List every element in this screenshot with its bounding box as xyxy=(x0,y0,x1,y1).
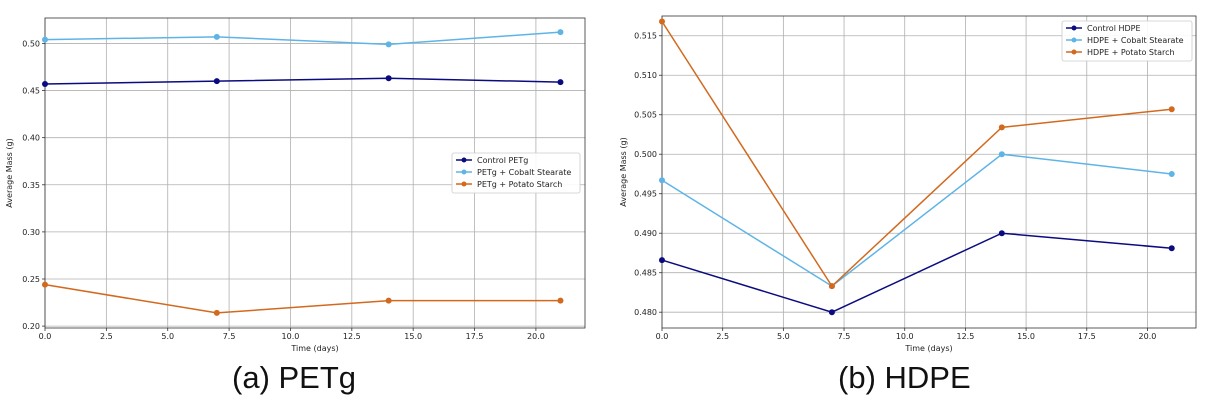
x-tick-label: 10.0 xyxy=(896,332,914,341)
legend-label: HDPE + Potato Starch xyxy=(1087,48,1175,57)
data-point xyxy=(385,75,392,82)
legend-box xyxy=(451,152,581,194)
gridlines xyxy=(44,18,585,328)
legend-box xyxy=(1061,20,1193,62)
data-point xyxy=(998,151,1005,158)
y-tick-label: 0.30 xyxy=(22,228,40,237)
x-tick-label: 20.0 xyxy=(527,332,545,341)
x-tick-label: 7.5 xyxy=(223,332,236,341)
x-tick-label: 17.5 xyxy=(1078,332,1096,341)
data-point xyxy=(42,36,48,43)
legend-label: PETg + Cobalt Stearate xyxy=(477,168,571,177)
caption-petg: (a) PETg xyxy=(232,360,357,395)
x-tick-label: 12.5 xyxy=(957,332,975,341)
series-line xyxy=(661,153,1172,288)
legend: Control PETg PETg + Cobalt Stearate PETg +… xyxy=(451,152,581,194)
legend-marker xyxy=(1071,37,1077,43)
data-point xyxy=(557,297,564,304)
data-point xyxy=(385,297,392,304)
y-tick-label: 0.500 xyxy=(634,150,657,159)
series-1 xyxy=(659,230,1175,316)
x-tick-label: 0.0 xyxy=(39,332,52,341)
y-tick-label: 0.505 xyxy=(634,111,657,120)
legend-marker xyxy=(461,157,467,163)
data-point xyxy=(659,18,665,25)
legend-marker xyxy=(1071,49,1077,55)
y-tick-label: 0.480 xyxy=(634,308,657,317)
x-tick-label: 5.0 xyxy=(161,332,174,341)
x-tick-label: 20.0 xyxy=(1139,332,1157,341)
x-tick-label: 2.5 xyxy=(100,332,113,341)
data-point xyxy=(557,29,564,36)
data-point xyxy=(1168,106,1175,113)
series-line xyxy=(44,77,561,85)
y-tick-label: 0.20 xyxy=(22,322,40,331)
y-tick-label: 0.485 xyxy=(634,269,657,278)
x-tick-label: 15.0 xyxy=(404,332,422,341)
data-point xyxy=(659,257,665,264)
y-tick-label: 0.25 xyxy=(22,275,40,284)
data-point xyxy=(828,283,835,290)
data-point xyxy=(213,78,220,85)
x-tick-label: 15.0 xyxy=(1017,332,1035,341)
series-line xyxy=(661,21,1172,288)
data-point xyxy=(42,80,48,87)
gridlines xyxy=(661,16,1196,328)
data-point xyxy=(557,79,564,86)
y-tick-label: 0.515 xyxy=(634,32,657,41)
x-tick-label: 10.0 xyxy=(282,332,300,341)
series-1 xyxy=(42,75,564,87)
legend-label: HDPE + Cobalt Stearate xyxy=(1087,36,1184,45)
legend-label: Control HDPE xyxy=(1087,24,1141,33)
y-tick-label: 0.510 xyxy=(634,71,657,80)
series-3 xyxy=(42,281,564,316)
y-tick-label: 0.490 xyxy=(634,229,657,238)
y-tick-label: 0.35 xyxy=(22,181,40,190)
y-axis-label: Average Mass (g) xyxy=(5,138,14,207)
plot-area xyxy=(662,16,1196,328)
x-tick-label: 12.5 xyxy=(343,332,361,341)
data-point xyxy=(213,33,220,40)
legend-marker xyxy=(1071,25,1077,31)
legend-label: PETg + Potato Starch xyxy=(477,180,562,189)
legend: Control HDPE HDPE + Cobalt Stearate HDPE +… xyxy=(1061,20,1193,62)
y-tick-label: 0.40 xyxy=(22,134,40,143)
series-2 xyxy=(42,29,564,48)
y-tick-label: 0.495 xyxy=(634,190,657,199)
legend-marker xyxy=(461,169,467,175)
x-tick-label: 17.5 xyxy=(466,332,484,341)
caption-hdpe: (b) HDPE xyxy=(838,360,971,395)
series-line xyxy=(44,31,561,46)
data-point xyxy=(828,309,835,316)
axes-frame xyxy=(661,15,1197,329)
series-line xyxy=(661,232,1172,314)
legend-marker xyxy=(461,181,467,187)
y-tick-label: 0.45 xyxy=(22,87,40,96)
legend-label: Control PETg xyxy=(477,156,528,165)
data-point xyxy=(998,230,1005,237)
x-tick-label: 7.5 xyxy=(838,332,851,341)
y-axis-label: Average Mass (g) xyxy=(619,137,628,206)
data-point xyxy=(213,309,220,316)
chart-petg: 0.0 2.5 5.0 7.5 10.0 12.5 15.0 17.5 20.0 0.20 0.25… xyxy=(5,17,586,353)
x-tick-label: 2.5 xyxy=(716,332,729,341)
data-point xyxy=(1168,170,1175,177)
data-point xyxy=(998,124,1005,131)
series-line xyxy=(44,283,561,314)
data-point xyxy=(1168,245,1175,252)
data-point xyxy=(659,177,665,184)
x-axis-label: Time (days) xyxy=(904,344,952,353)
y-tick-label: 0.50 xyxy=(22,39,40,48)
series-3 xyxy=(659,18,1175,290)
chart-hdpe: 0.0 2.5 5.0 7.5 10.0 12.5 15.0 17.5 20.0 0.480 0.4… xyxy=(619,15,1197,353)
x-axis-label: Time (days) xyxy=(290,344,338,353)
data-point xyxy=(385,41,392,48)
axes-frame xyxy=(44,17,586,329)
x-tick-label: 5.0 xyxy=(777,332,790,341)
x-tick-label: 0.0 xyxy=(656,332,669,341)
data-point xyxy=(42,281,48,288)
